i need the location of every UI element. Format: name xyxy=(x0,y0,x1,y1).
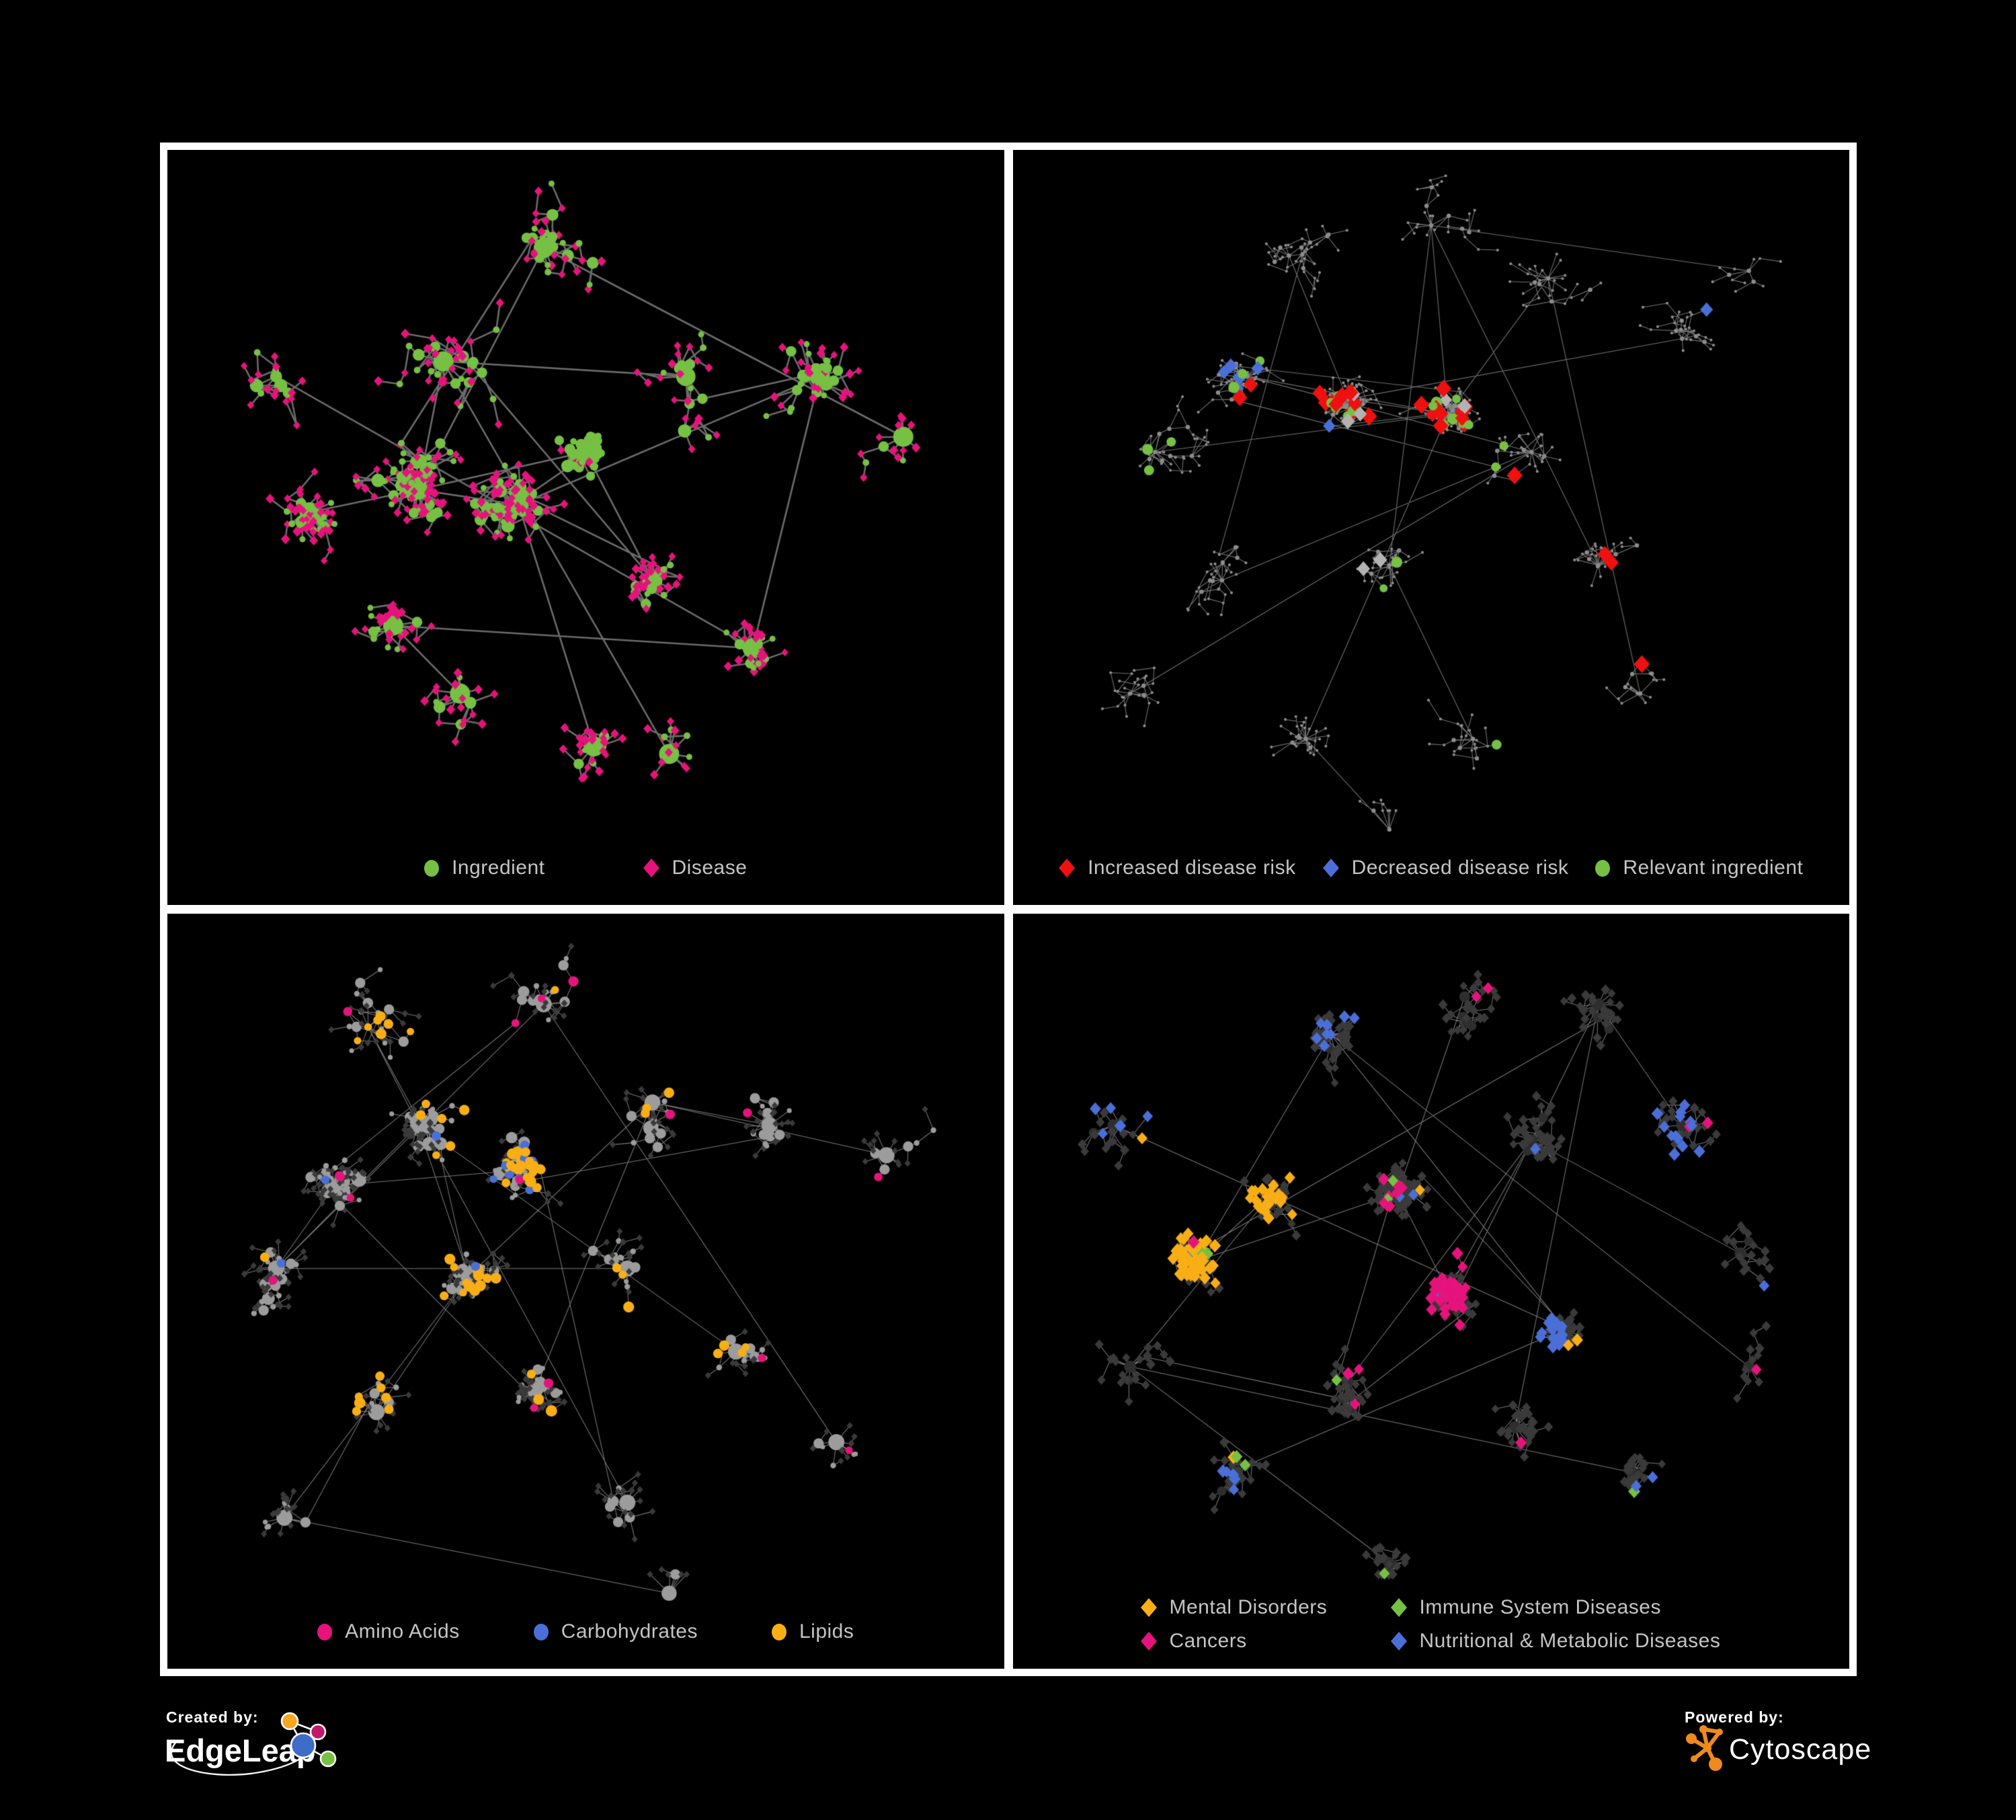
edgeleap-node-blue xyxy=(290,1732,317,1759)
network-canvas-disease-classes xyxy=(1012,914,1849,1669)
legend-label: Increased disease risk xyxy=(1088,857,1296,879)
legend-nutrient-classes: Amino Acids Carbohydrates Lipids xyxy=(167,1620,1004,1643)
legend-label: Decreased disease risk xyxy=(1351,857,1569,879)
legend-item-decreased-risk: Decreased disease risk xyxy=(1322,857,1569,879)
edgeleap-node-magenta xyxy=(309,1723,327,1741)
legend-label: Relevant ingredient xyxy=(1623,857,1804,879)
legend-item-relevant-ingredient: Relevant ingredient xyxy=(1595,857,1803,879)
cytoscape-logo: Powered by: Cytoscape xyxy=(1682,1704,1897,1788)
disease-diamond-icon xyxy=(643,859,659,877)
panel-grid: Ingredient Disease Increased disease ris… xyxy=(160,143,1857,1676)
legend-item-lipids: Lipids xyxy=(771,1620,854,1643)
amino-acids-circle-icon xyxy=(317,1623,333,1640)
legend-label: Ingredient xyxy=(452,857,545,879)
legend-item-mental-disorders: Mental Disorders xyxy=(1140,1596,1391,1619)
legend-item-amino-acids: Amino Acids xyxy=(317,1620,460,1643)
powered-by-label: Powered by: xyxy=(1685,1708,1784,1726)
legend-disease-classes: Mental Disorders Immune System Diseases … xyxy=(1140,1591,1721,1658)
relevant-ingredient-circle-icon xyxy=(1595,859,1611,877)
network-canvas-ingredient-disease xyxy=(167,150,1004,905)
network-canvas-disease-risk xyxy=(1012,150,1849,905)
nutritional-metabolic-diamond-icon xyxy=(1390,1632,1407,1651)
lipids-circle-icon xyxy=(771,1623,787,1640)
edgeleap-node-orange xyxy=(280,1712,299,1731)
legend-item-nutritional-metabolic: Nutritional & Metabolic Diseases xyxy=(1390,1630,1721,1653)
legend-item-disease: Disease xyxy=(643,857,748,879)
panel-ingredient-disease: Ingredient Disease xyxy=(167,150,1004,905)
cytoscape-glyph-nodes xyxy=(1686,1725,1723,1771)
panel-disease-risk: Increased disease risk Decreased disease… xyxy=(1012,150,1850,905)
legend-label: Carbohydrates xyxy=(561,1620,698,1643)
legend-label: Cancers xyxy=(1169,1630,1247,1652)
edgeleap-wordmark: EdgeLeap xyxy=(165,1733,316,1768)
legend-item-ingredient: Ingredient xyxy=(424,857,545,879)
legend-item-carbohydrates: Carbohydrates xyxy=(533,1620,698,1643)
ingredient-circle-icon xyxy=(424,859,440,877)
legend-disease-risk: Increased disease risk Decreased disease… xyxy=(1013,857,1850,879)
cancers-diamond-icon xyxy=(1140,1632,1157,1651)
mental-disorders-diamond-icon xyxy=(1140,1598,1157,1617)
decreased-risk-diamond-icon xyxy=(1322,859,1339,877)
immune-diseases-diamond-icon xyxy=(1390,1598,1407,1617)
panel-disease-classes: Mental Disorders Immune System Diseases … xyxy=(1012,914,1849,1669)
legend-label: Amino Acids xyxy=(345,1620,460,1643)
legend-item-increased-risk: Increased disease risk xyxy=(1059,857,1295,879)
edgeleap-glyph-nodes xyxy=(280,1712,337,1768)
carbohydrates-circle-icon xyxy=(533,1623,549,1640)
edgeleap-logo: Created by: EdgeLeap xyxy=(165,1704,346,1788)
edgeleap-node-green xyxy=(319,1750,337,1768)
created-by-label: Created by: xyxy=(166,1708,259,1726)
legend-ingredient-disease: Ingredient Disease xyxy=(167,857,1004,879)
panel-nutrient-classes: Amino Acids Carbohydrates Lipids xyxy=(167,914,1004,1669)
legend-label: Mental Disorders xyxy=(1169,1596,1328,1618)
legend-label: Disease xyxy=(672,857,748,879)
legend-item-immune-diseases: Immune System Diseases xyxy=(1390,1596,1721,1619)
cytoscape-wordmark: Cytoscape xyxy=(1729,1733,1871,1766)
legend-label: Nutritional & Metabolic Diseases xyxy=(1419,1630,1721,1652)
edgeleap-swoosh xyxy=(170,1742,313,1776)
legend-label: Lipids xyxy=(799,1620,854,1643)
network-canvas-nutrient-classes xyxy=(167,914,1004,1669)
increased-risk-diamond-icon xyxy=(1059,859,1076,877)
legend-item-cancers: Cancers xyxy=(1140,1630,1391,1653)
legend-label: Immune System Diseases xyxy=(1419,1596,1661,1618)
